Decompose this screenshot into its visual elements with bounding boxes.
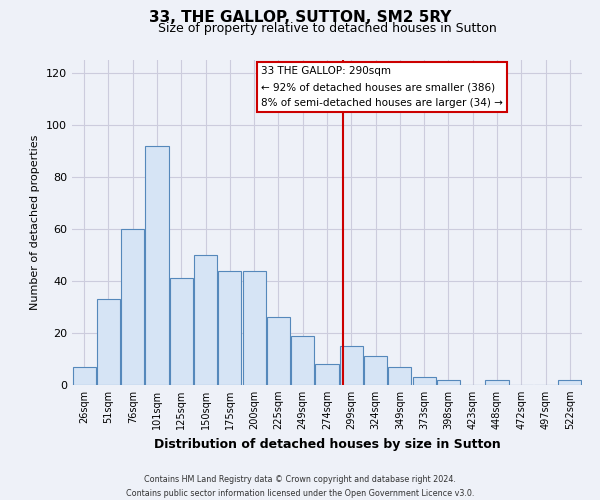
X-axis label: Distribution of detached houses by size in Sutton: Distribution of detached houses by size … [154,438,500,450]
Bar [364,356,387,385]
Bar [559,380,581,385]
Bar [267,318,290,385]
Bar [218,270,241,385]
Bar [97,299,120,385]
Bar [170,278,193,385]
Bar [316,364,338,385]
Bar [437,380,460,385]
Bar [73,367,95,385]
Text: 33, THE GALLOP, SUTTON, SM2 5RY: 33, THE GALLOP, SUTTON, SM2 5RY [149,10,451,25]
Bar [340,346,363,385]
Bar [121,229,144,385]
Bar [194,255,217,385]
Bar [242,270,266,385]
Bar [291,336,314,385]
Bar [145,146,169,385]
Title: Size of property relative to detached houses in Sutton: Size of property relative to detached ho… [158,22,496,35]
Text: Contains HM Land Registry data © Crown copyright and database right 2024.
Contai: Contains HM Land Registry data © Crown c… [126,476,474,498]
Bar [485,380,509,385]
Text: 33 THE GALLOP: 290sqm
← 92% of detached houses are smaller (386)
8% of semi-deta: 33 THE GALLOP: 290sqm ← 92% of detached … [260,66,503,108]
Bar [413,377,436,385]
Bar [388,367,412,385]
Y-axis label: Number of detached properties: Number of detached properties [31,135,40,310]
